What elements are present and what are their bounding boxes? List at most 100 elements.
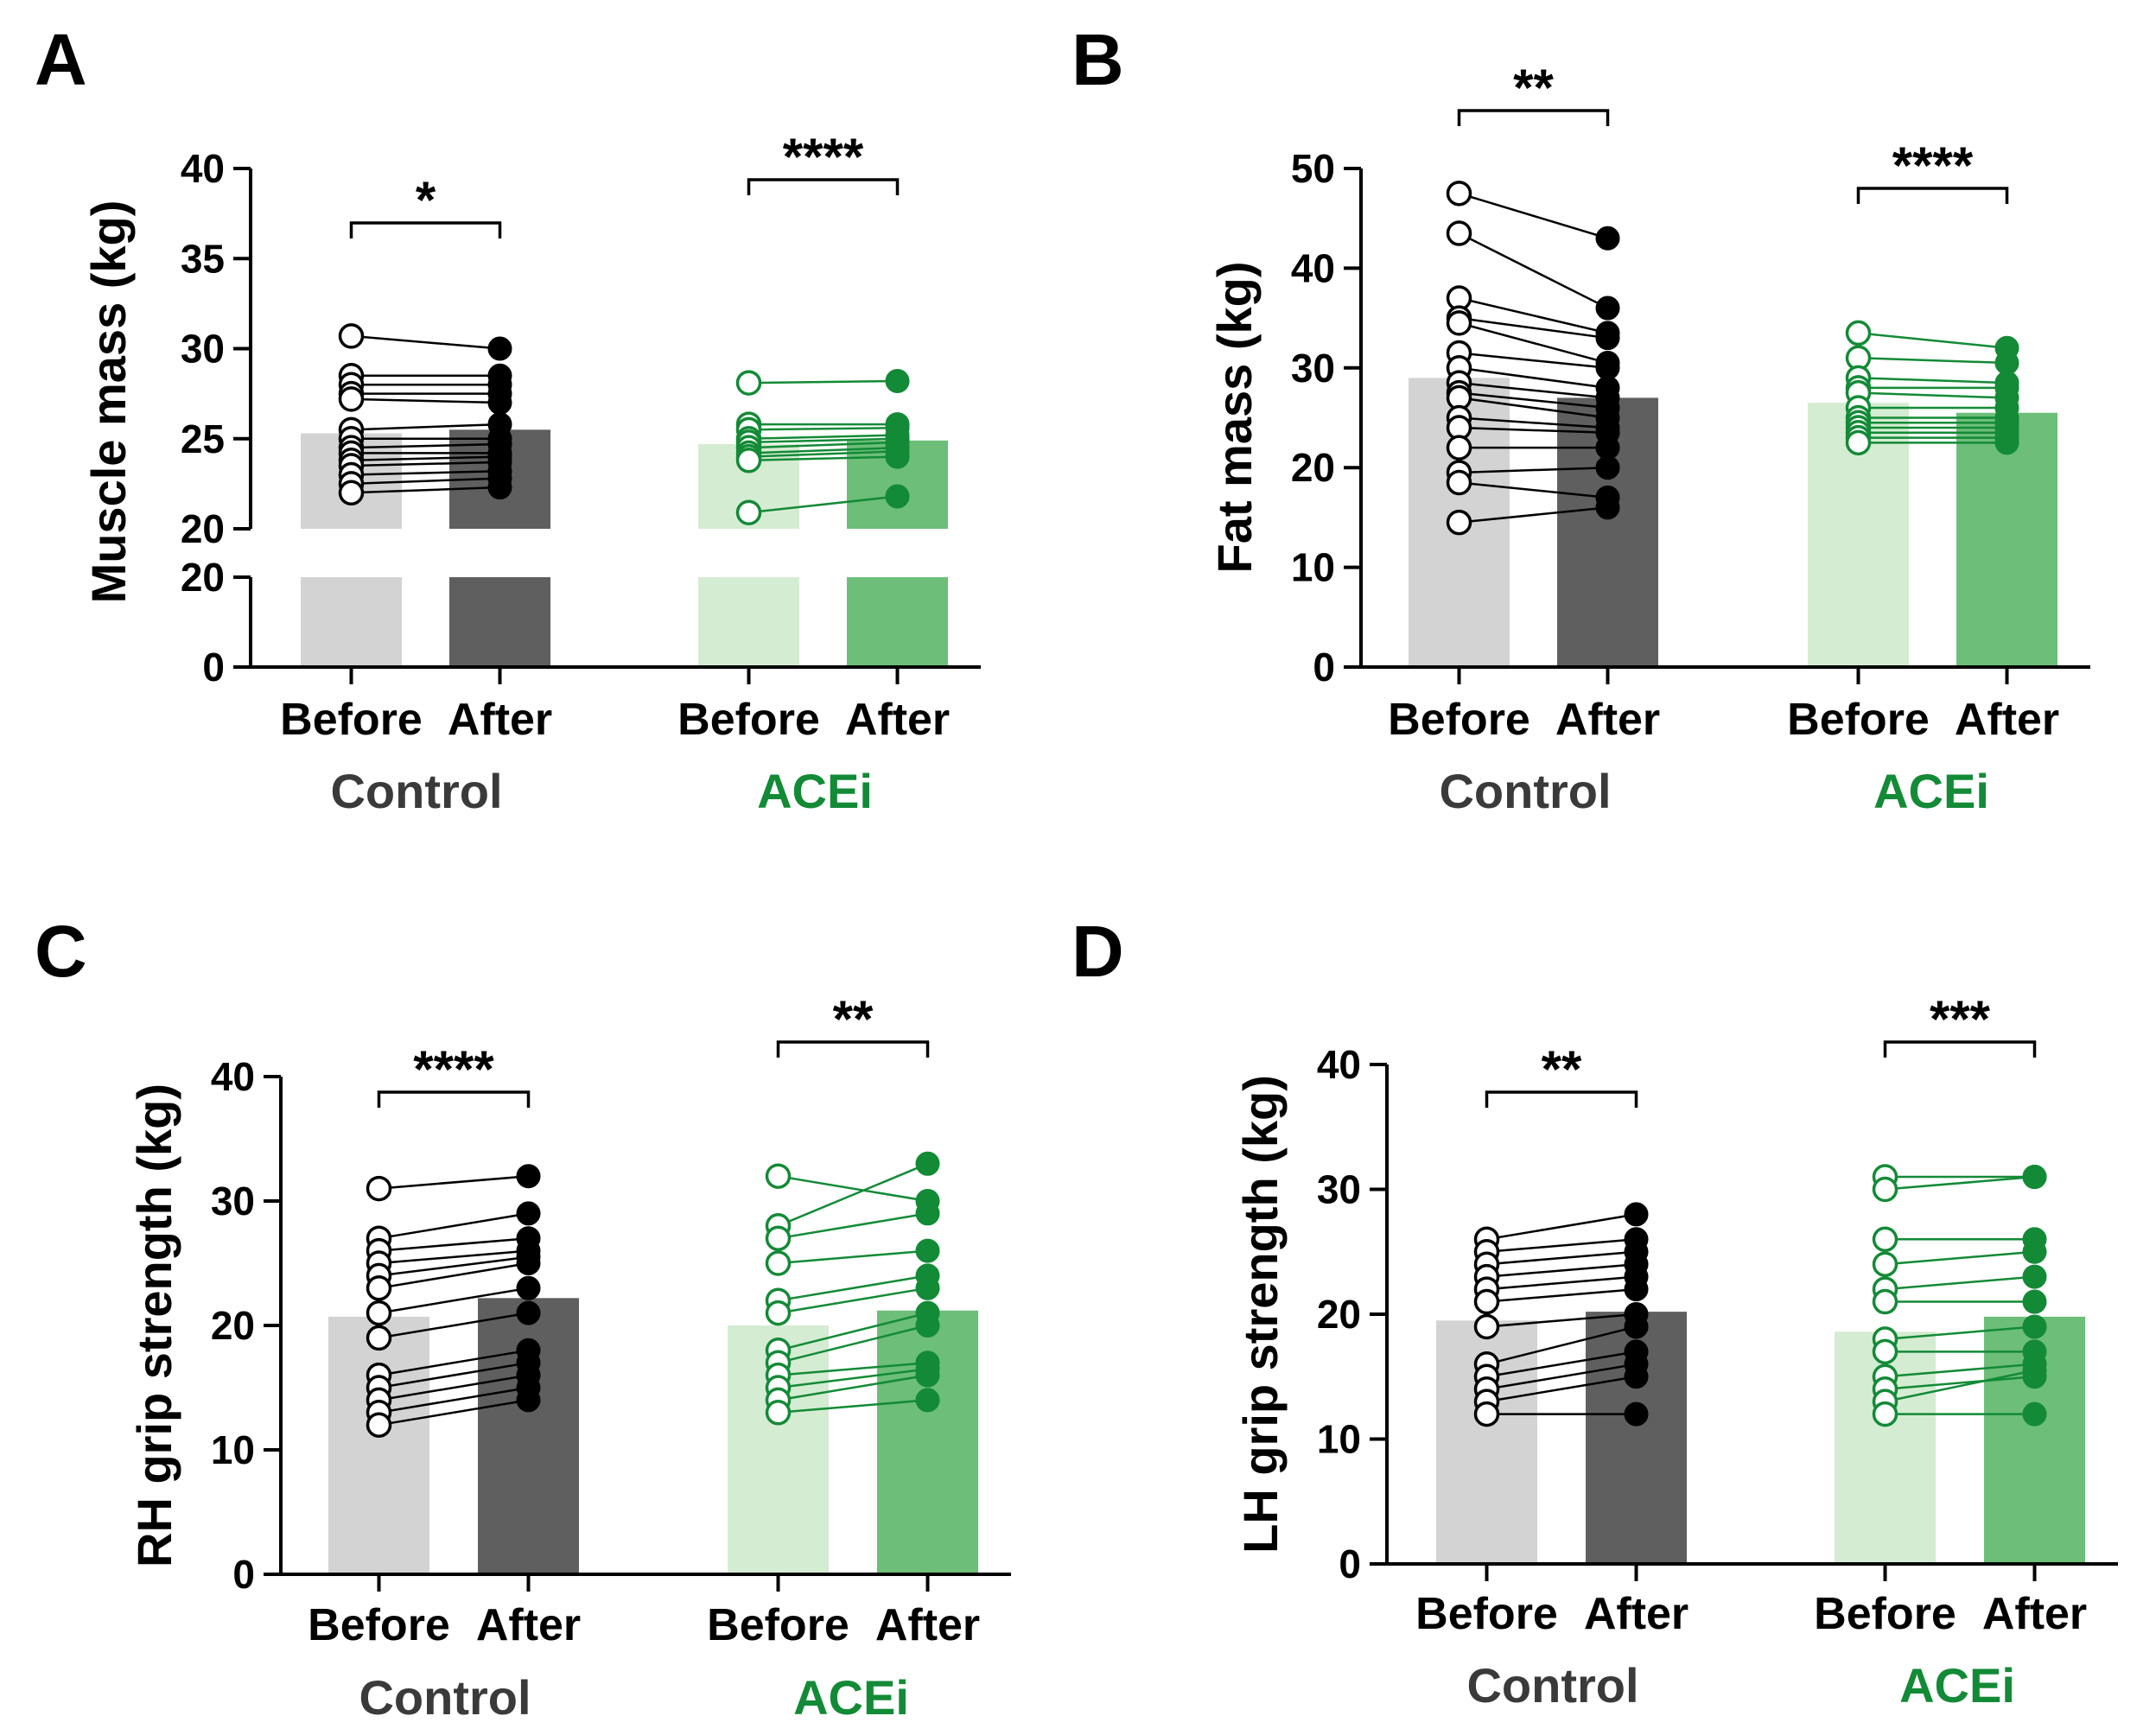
paired-line (378, 1174, 529, 1190)
after-point (885, 484, 910, 509)
x-category-label: Before (1814, 1589, 1956, 1639)
after-point (487, 336, 512, 361)
after-point (1624, 1314, 1649, 1339)
paired-line (1486, 1213, 1637, 1241)
bar-lower-segment (301, 577, 402, 667)
after-point (2022, 1289, 2047, 1314)
after-point (516, 1251, 541, 1275)
paired-line (778, 1249, 928, 1265)
x-category-label: Before (1787, 695, 1930, 745)
after-point (915, 1313, 940, 1338)
panel-letter: B (1072, 19, 1124, 100)
paired-line (1858, 332, 2007, 349)
after-point (1994, 430, 2019, 455)
after-point (1595, 455, 1620, 480)
paired-line (748, 495, 898, 514)
paired-line (1459, 506, 1608, 524)
x-category-label: After (875, 1600, 980, 1650)
significance-label: ** (1542, 1040, 1582, 1098)
paired-line (378, 1287, 529, 1314)
paired-line (748, 437, 898, 444)
after-point (1595, 495, 1620, 520)
y-tick-label: 20 (1291, 445, 1335, 490)
paired-line (1459, 321, 1608, 365)
paired-line (1459, 391, 1608, 410)
paired-line (1459, 366, 1608, 390)
panel-letter: A (35, 19, 87, 100)
paired-line (351, 455, 500, 462)
before-point (338, 323, 365, 349)
group-label: Control (330, 764, 502, 818)
paired-line (1858, 377, 2007, 384)
after-point (915, 1388, 940, 1413)
panel-b: B 0 10 20 30 40 50 Fat mass (kg) Before After Befo… (1072, 19, 2090, 818)
before-point (1872, 1338, 1898, 1365)
paired-line (378, 1262, 529, 1290)
before-point (735, 499, 762, 525)
group-label: ACEi (1899, 1658, 2015, 1713)
x-category-label: After (1584, 1589, 1689, 1639)
paired-line (1486, 1262, 1637, 1278)
after-point (516, 1164, 541, 1189)
paired-line (778, 1368, 928, 1389)
paired-line (778, 1312, 928, 1352)
paired-line (351, 442, 500, 449)
x-category-label: Before (1388, 695, 1530, 745)
x-category-label: After (845, 695, 950, 745)
paired-line (1459, 481, 1608, 499)
after-point (1595, 226, 1620, 251)
before-point (1446, 509, 1472, 536)
group-label: ACEi (757, 764, 873, 818)
before-point (1446, 435, 1472, 461)
y-axis-label: Muscle mass (kg) (81, 200, 136, 604)
before-point (366, 1175, 392, 1202)
significance-bracket (1856, 187, 2009, 204)
paired-line (1458, 232, 1609, 309)
paired-line (1459, 352, 1608, 370)
after-point (2022, 1314, 2047, 1339)
paired-line (778, 1212, 928, 1240)
paired-line (778, 1162, 928, 1227)
before-point (1845, 429, 1872, 456)
y-tick-label: 40 (211, 1054, 255, 1099)
significance-bracket (1883, 1040, 2037, 1058)
paired-line (778, 1399, 928, 1414)
y-axis-label: Fat mass (kg) (1207, 262, 1262, 574)
before-point (366, 1325, 392, 1351)
y-tick-label: 40 (1291, 245, 1335, 290)
before-point (366, 1412, 392, 1438)
y-tick-label: 0 (1313, 645, 1335, 690)
paired-line (378, 1255, 529, 1277)
y-tick-label: 20 (181, 555, 225, 600)
before-point (765, 1225, 792, 1251)
paired-line (378, 1312, 529, 1339)
paired-line (1459, 416, 1608, 429)
before-point (338, 386, 365, 412)
before-point (765, 1400, 792, 1426)
panel-letter: C (35, 911, 87, 992)
x-category-label: After (1555, 695, 1660, 745)
before-point (765, 1300, 792, 1326)
before-point (366, 1300, 392, 1326)
bar (1956, 412, 2057, 667)
paired-line (1486, 1351, 1637, 1378)
paired-line (1486, 1238, 1637, 1253)
y-tick-label: 20 (1317, 1292, 1361, 1337)
after-point (1624, 1401, 1649, 1427)
before-point (1473, 1401, 1500, 1427)
paired-line (351, 397, 500, 404)
bar (328, 1316, 429, 1574)
panel-a: A 20 25 30 35 40 0 20 Muscle mass (kg) Before Afte… (35, 19, 981, 818)
y-axis-label: LH grip strength (kg) (1233, 1075, 1288, 1554)
bar-lower-segment (847, 577, 948, 667)
bar-lower-segment (449, 577, 550, 667)
before-point (366, 1275, 392, 1301)
after-point (487, 391, 512, 416)
y-tick-label: 50 (1291, 146, 1335, 191)
panel-letter: D (1072, 911, 1124, 992)
paired-line (1486, 1275, 1637, 1291)
paired-line (378, 1212, 529, 1240)
significance-bracket (1457, 109, 1610, 126)
x-category-label: Before (1415, 1589, 1558, 1639)
